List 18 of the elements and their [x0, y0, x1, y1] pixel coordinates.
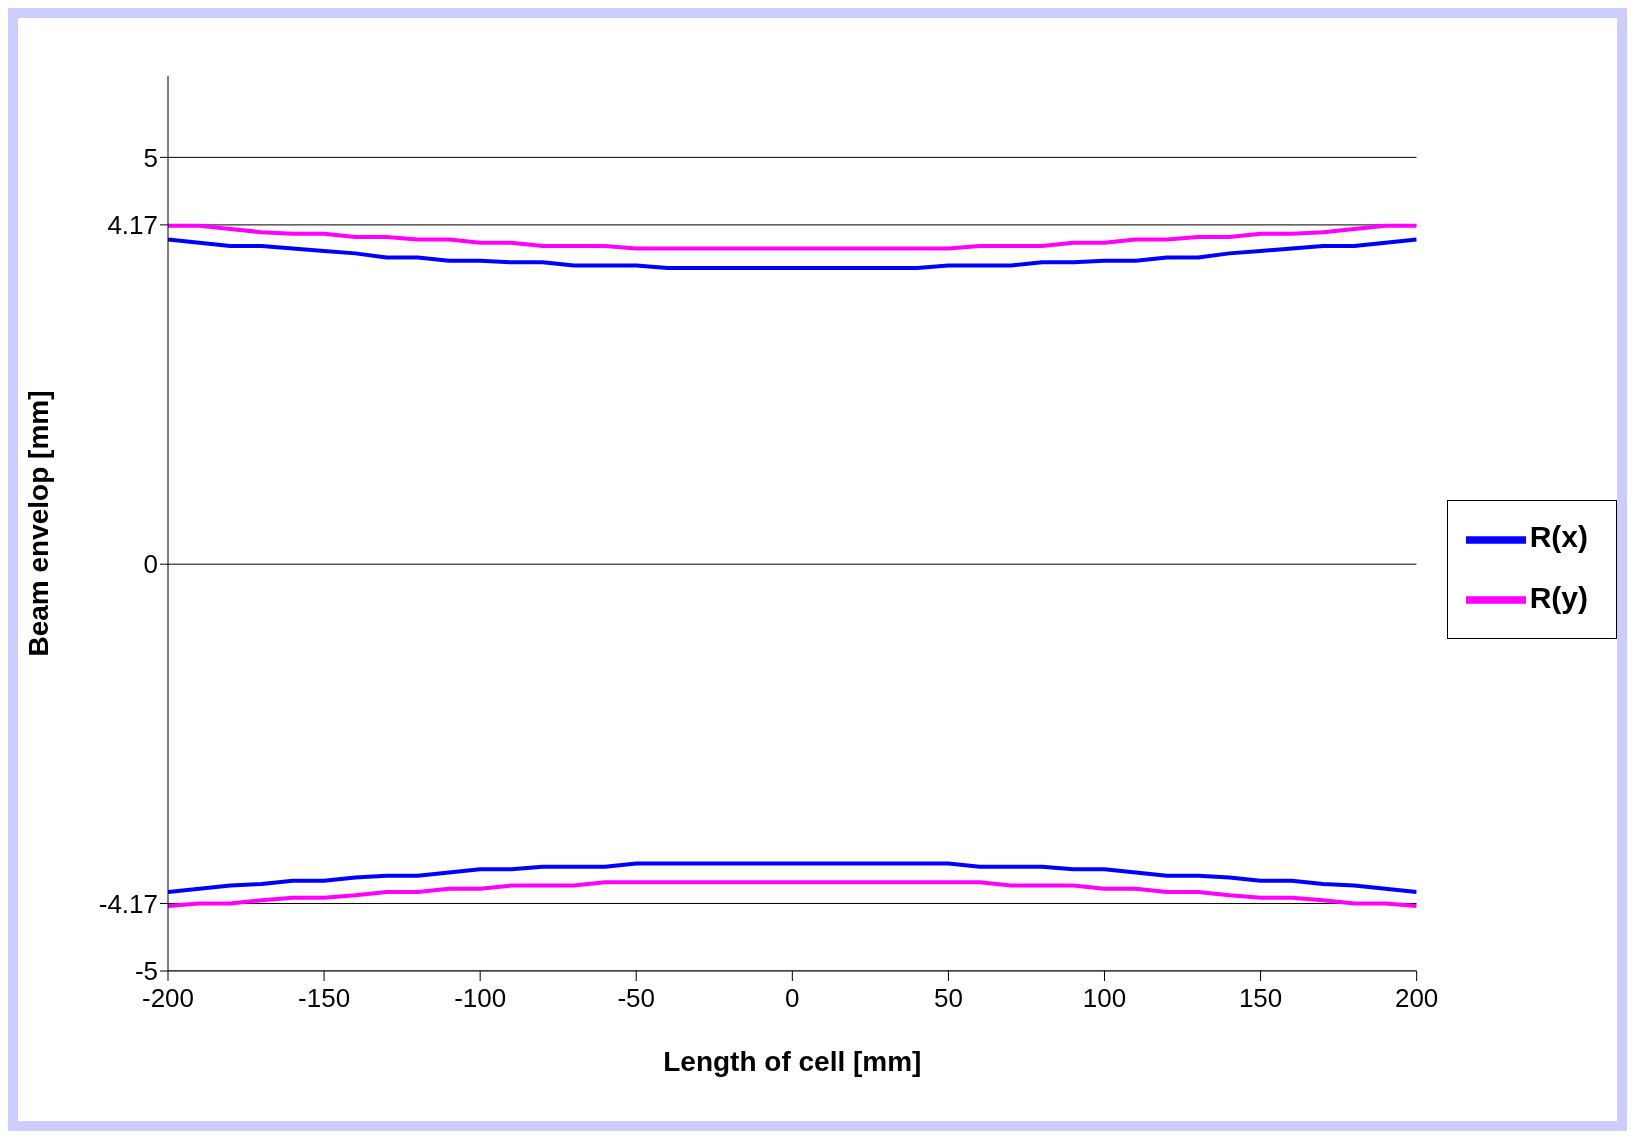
line-series — [168, 861, 1417, 895]
x-tick-label: 100 — [1082, 983, 1127, 1014]
x-tick-label: -100 — [454, 983, 507, 1014]
x-axis-title: Length of cell [mm] — [663, 1046, 922, 1077]
x-tick-label: 150 — [1238, 983, 1283, 1014]
y-tick-label: 5 — [143, 142, 158, 173]
y-axis-title: Beam envelop [mm] — [22, 390, 54, 657]
x-tick-label: -150 — [298, 983, 351, 1014]
x-tick-label: 50 — [933, 983, 963, 1014]
line-series — [168, 237, 1417, 271]
legend-label: R(y) — [1529, 580, 1588, 614]
y-tick-label: 0 — [143, 549, 158, 580]
x-tick-label: -50 — [617, 983, 656, 1014]
legend-label: R(x) — [1529, 520, 1588, 554]
y-tick-label: -4.17 — [98, 888, 158, 919]
y-tick-label: 4.17 — [107, 210, 158, 241]
x-tick-label: 0 — [785, 983, 800, 1014]
x-tick-label: 200 — [1394, 983, 1439, 1014]
